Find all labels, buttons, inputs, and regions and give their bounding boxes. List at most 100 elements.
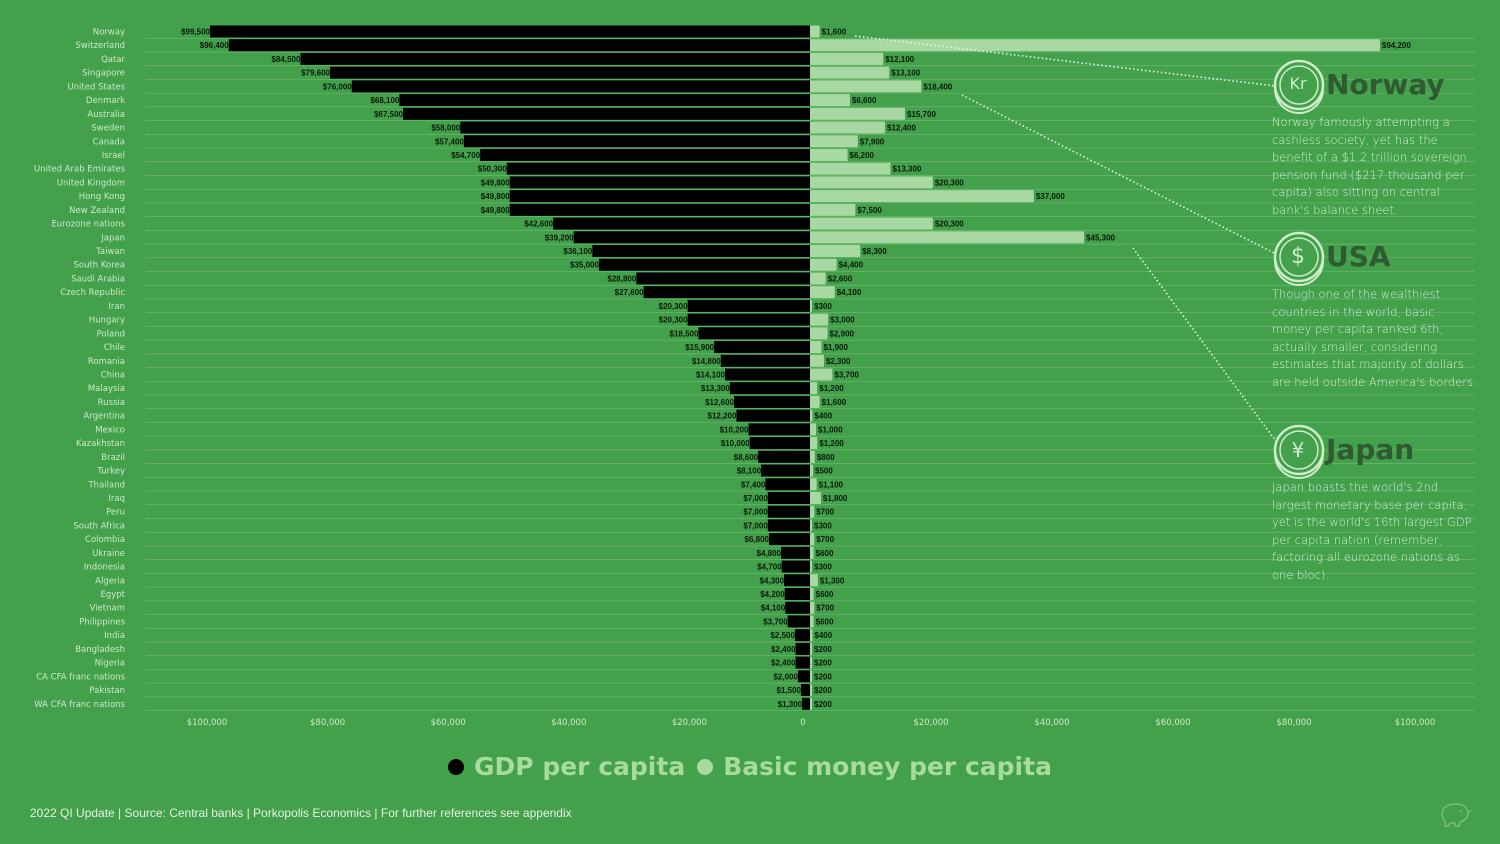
basic-money-bar-iran[interactable]: [810, 299, 812, 312]
basic-money-bar-philippines[interactable]: [810, 615, 814, 628]
basic-money-bar-thailand[interactable]: [810, 478, 817, 491]
gdp-bar-turkey[interactable]: [761, 464, 810, 477]
gdp-bar-australia[interactable]: [402, 107, 810, 120]
gdp-bar-thailand[interactable]: [765, 478, 810, 491]
gdp-bar-wa-cfa-franc-nations[interactable]: [802, 697, 810, 710]
basic-money-bar-canada[interactable]: [810, 135, 858, 148]
gdp-bar-nigeria[interactable]: [795, 656, 810, 669]
gdp-bar-hong-kong[interactable]: [509, 190, 810, 203]
gdp-bar-taiwan[interactable]: [592, 245, 810, 258]
basic-money-bar-argentina[interactable]: [810, 409, 813, 422]
basic-money-bar-romania[interactable]: [810, 354, 824, 367]
gdp-bar-india[interactable]: [794, 629, 810, 642]
basic-money-bar-russia[interactable]: [810, 395, 820, 408]
gdp-bar-united-arab-emirates[interactable]: [506, 162, 810, 175]
basic-money-bar-china[interactable]: [810, 368, 833, 381]
gdp-bar-poland[interactable]: [698, 327, 810, 340]
gdp-bar-japan[interactable]: [573, 231, 810, 244]
basic-money-bar-nigeria[interactable]: [810, 656, 812, 669]
gdp-bar-czech-republic[interactable]: [643, 286, 810, 299]
basic-money-bar-qatar[interactable]: [810, 52, 884, 65]
gdp-bar-argentina[interactable]: [736, 409, 810, 422]
basic-money-bar-sweden[interactable]: [810, 121, 886, 134]
gdp-bar-united-kingdom[interactable]: [509, 176, 810, 189]
gdp-bar-eurozone-nations[interactable]: [553, 217, 810, 230]
gdp-bar-kazakhstan[interactable]: [749, 437, 810, 450]
gdp-bar-singapore[interactable]: [330, 66, 810, 79]
legend-item-basic-money[interactable]: Basic money per capita: [697, 752, 1052, 781]
basic-money-bar-south-korea[interactable]: [810, 258, 837, 271]
basic-money-bar-turkey[interactable]: [810, 464, 814, 477]
gdp-bar-switzerland[interactable]: [228, 39, 810, 52]
gdp-bar-norway[interactable]: [210, 25, 810, 38]
gdp-bar-ca-cfa-franc-nations[interactable]: [797, 670, 810, 683]
gdp-bar-canada[interactable]: [463, 135, 810, 148]
gdp-bar-peru[interactable]: [767, 505, 810, 518]
basic-money-bar-saudi-arabia[interactable]: [810, 272, 826, 285]
gdp-bar-south-africa[interactable]: [767, 519, 810, 532]
basic-money-bar-bangladesh[interactable]: [810, 642, 812, 655]
gdp-bar-south-korea[interactable]: [598, 258, 810, 271]
basic-money-bar-south-africa[interactable]: [810, 519, 812, 532]
gdp-bar-chile[interactable]: [714, 341, 810, 354]
basic-money-bar-united-arab-emirates[interactable]: [810, 162, 891, 175]
basic-money-bar-ca-cfa-franc-nations[interactable]: [810, 670, 812, 683]
gdp-bar-ukraine[interactable]: [781, 546, 810, 559]
gdp-bar-sweden[interactable]: [460, 121, 810, 134]
basic-money-bar-malaysia[interactable]: [810, 382, 818, 395]
basic-money-bar-hungary[interactable]: [810, 313, 829, 326]
basic-money-bar-mexico[interactable]: [810, 423, 817, 436]
basic-money-bar-egypt[interactable]: [810, 588, 814, 601]
basic-money-bar-israel[interactable]: [810, 148, 848, 161]
basic-money-bar-vietnam[interactable]: [810, 601, 815, 614]
basic-money-bar-pakistan[interactable]: [810, 684, 812, 697]
gdp-bar-algeria[interactable]: [784, 574, 810, 587]
gdp-bar-china[interactable]: [724, 368, 810, 381]
gdp-bar-malaysia[interactable]: [729, 382, 810, 395]
basic-money-bar-taiwan[interactable]: [810, 245, 861, 258]
basic-money-bar-japan[interactable]: [810, 231, 1085, 244]
gdp-bar-iraq[interactable]: [767, 491, 810, 504]
gdp-bar-brazil[interactable]: [758, 450, 810, 463]
basic-money-bar-brazil[interactable]: [810, 450, 815, 463]
basic-money-bar-new-zealand[interactable]: [810, 203, 856, 216]
basic-money-bar-hong-kong[interactable]: [810, 190, 1034, 203]
basic-money-bar-iraq[interactable]: [810, 491, 821, 504]
gdp-bar-philippines[interactable]: [787, 615, 810, 628]
basic-money-bar-peru[interactable]: [810, 505, 815, 518]
basic-money-bar-australia[interactable]: [810, 107, 905, 120]
gdp-bar-saudi-arabia[interactable]: [636, 272, 810, 285]
basic-money-bar-denmark[interactable]: [810, 94, 850, 107]
basic-money-bar-czech-republic[interactable]: [810, 286, 835, 299]
basic-money-bar-united-states[interactable]: [810, 80, 922, 93]
gdp-bar-iran[interactable]: [687, 299, 810, 312]
basic-money-bar-ukraine[interactable]: [810, 546, 814, 559]
gdp-bar-russia[interactable]: [734, 395, 810, 408]
gdp-bar-united-states[interactable]: [351, 80, 810, 93]
gdp-bar-mexico[interactable]: [748, 423, 810, 436]
gdp-bar-indonesia[interactable]: [781, 560, 810, 573]
gdp-bar-denmark[interactable]: [399, 94, 810, 107]
basic-money-bar-wa-cfa-franc-nations[interactable]: [810, 697, 812, 710]
basic-money-bar-kazakhstan[interactable]: [810, 437, 818, 450]
gdp-bar-colombia[interactable]: [768, 533, 810, 546]
gdp-bar-bangladesh[interactable]: [795, 642, 810, 655]
gdp-bar-egypt[interactable]: [784, 588, 810, 601]
gdp-bar-new-zealand[interactable]: [509, 203, 810, 216]
gdp-bar-romania[interactable]: [720, 354, 810, 367]
gdp-bar-vietnam[interactable]: [785, 601, 810, 614]
basic-money-bar-algeria[interactable]: [810, 574, 818, 587]
gdp-bar-qatar[interactable]: [300, 52, 810, 65]
gdp-bar-pakistan[interactable]: [800, 684, 810, 697]
basic-money-bar-singapore[interactable]: [810, 66, 890, 79]
gdp-bar-hungary[interactable]: [687, 313, 810, 326]
basic-money-bar-india[interactable]: [810, 629, 813, 642]
basic-money-bar-poland[interactable]: [810, 327, 828, 340]
basic-money-bar-switzerland[interactable]: [810, 39, 1380, 52]
gdp-bar-israel[interactable]: [480, 148, 810, 161]
basic-money-bar-chile[interactable]: [810, 341, 822, 354]
legend-item-gdp[interactable]: GDP per capita: [448, 752, 685, 781]
basic-money-bar-colombia[interactable]: [810, 533, 815, 546]
basic-money-bar-eurozone-nations[interactable]: [810, 217, 933, 230]
basic-money-bar-united-kingdom[interactable]: [810, 176, 933, 189]
